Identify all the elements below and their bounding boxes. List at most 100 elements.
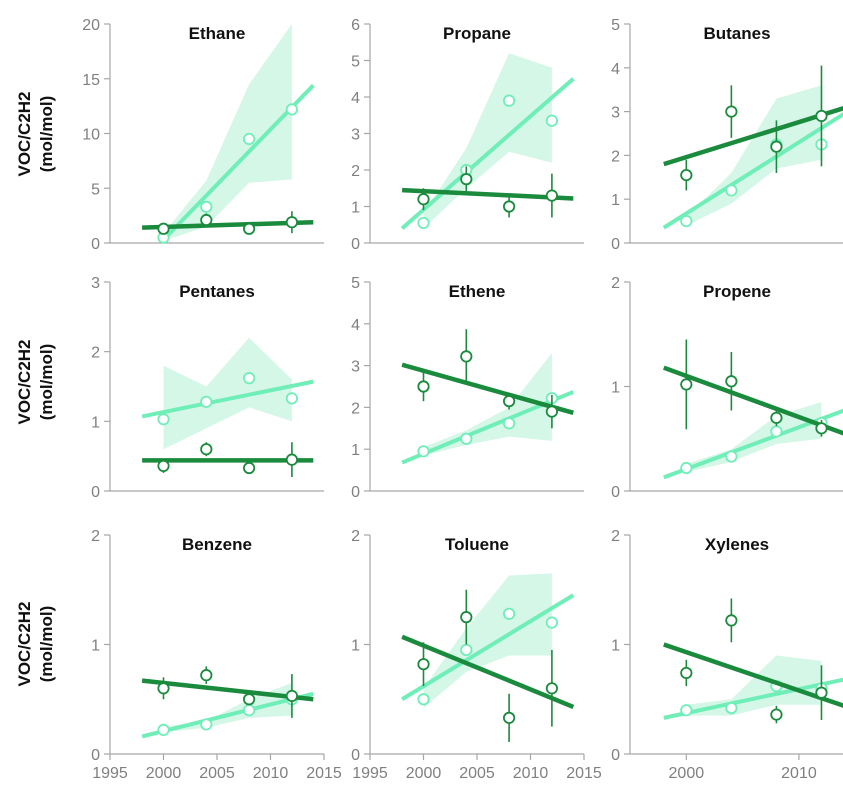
x-tick-label: 2010 [253, 765, 289, 782]
data-point [285, 689, 298, 703]
y-tick-label: 2 [611, 148, 620, 165]
panel-propene: 0 1 2 Propene [611, 275, 843, 501]
panel-title: Ethene [449, 282, 506, 301]
y-tick-label: 10 [82, 127, 100, 144]
panel-title: Xylenes [705, 535, 769, 554]
x-tick-label: 2000 [146, 765, 182, 782]
data-point [815, 109, 828, 123]
data-point [157, 413, 170, 426]
data-point [285, 392, 298, 405]
panel-propane: 0 1 2 3 4 5 6 Propane [351, 17, 584, 253]
x-tick-label: 2015 [306, 765, 342, 782]
trend-line [141, 678, 314, 702]
data-point [243, 132, 256, 146]
y-tick-label: 2 [351, 528, 360, 545]
y-tick-label: 0 [91, 747, 100, 764]
y-tick-label: 1 [351, 638, 360, 655]
data-point [285, 216, 298, 229]
y-tick-label: 4 [611, 61, 620, 78]
trend-line [142, 219, 314, 230]
data-point [502, 94, 516, 107]
trend-line [663, 642, 843, 708]
data-point [815, 686, 828, 699]
uncertainty-band [686, 85, 822, 226]
data-point [200, 718, 213, 731]
x-tick-label: 2005 [459, 765, 495, 782]
trend-line [663, 106, 843, 167]
y-tick-label: 1 [91, 414, 100, 431]
row-label-3-line1: VOC/C2H2 [15, 601, 34, 686]
y-tick-label: 3 [611, 105, 620, 122]
y-tick-label: 0 [351, 484, 360, 501]
data-point [200, 395, 213, 408]
data-point [680, 215, 693, 228]
y-tick-label: 1 [351, 442, 360, 459]
trend-line [401, 362, 574, 416]
y-tick-label: 15 [82, 72, 100, 89]
data-point [725, 184, 738, 197]
series-dark [663, 598, 843, 724]
data-point [545, 682, 559, 695]
panel-title: Benzene [182, 535, 252, 554]
trend-line [401, 187, 574, 201]
data-point [200, 669, 213, 682]
y-tick-label: 5 [91, 181, 100, 198]
data-point [460, 643, 473, 657]
x-tick-label: 1995 [92, 765, 128, 782]
data-point [417, 216, 430, 230]
trend-line [141, 379, 314, 419]
y-tick-label: 6 [351, 17, 360, 34]
data-point [417, 693, 430, 706]
data-point [243, 222, 256, 235]
series-light [663, 655, 843, 720]
y-tick-label: 0 [351, 236, 360, 253]
y-tick-label: 3 [351, 359, 360, 376]
trend-line [141, 691, 314, 739]
data-point [545, 616, 559, 629]
x-tick-label: 2015 [566, 765, 602, 782]
x-tick-label: 2000 [406, 765, 442, 782]
y-tick-label: 4 [351, 90, 360, 107]
y-tick-label: 0 [611, 747, 620, 764]
data-point [285, 453, 298, 466]
series-dark [141, 666, 314, 718]
row-label-2-line2: (mol/mol) [37, 344, 56, 421]
series-light [157, 24, 315, 244]
panel-title: Butanes [703, 24, 770, 43]
y-tick-label: 2 [611, 275, 620, 292]
uncertainty-band [423, 353, 552, 456]
y-tick-label: 4 [351, 317, 360, 334]
data-point [770, 411, 783, 424]
y-tick-label: 1 [611, 192, 620, 209]
data-point [200, 443, 213, 456]
panel-title: Toluene [445, 535, 509, 554]
panel-pentanes: 0 1 2 3 Pentanes [91, 275, 324, 501]
row-labels: VOC/C2H2 (mol/mol) VOC/C2H2 (mol/mol) VO… [15, 91, 56, 686]
uncertainty-band [163, 337, 292, 450]
data-point [770, 140, 783, 153]
data-point [157, 222, 170, 235]
data-point [770, 708, 783, 721]
data-point [502, 200, 516, 213]
data-point [725, 105, 738, 118]
y-tick-label: 2 [611, 528, 620, 545]
series-light [400, 53, 575, 230]
data-point [460, 432, 473, 445]
trend-line [662, 112, 843, 230]
panel-title: Propane [443, 24, 511, 43]
panel-ethene: 0 1 2 3 4 5 Ethene [351, 275, 584, 501]
series-dark [142, 442, 314, 478]
data-point [680, 461, 693, 475]
data-point [417, 380, 430, 393]
data-point [417, 445, 430, 458]
data-point [680, 378, 693, 391]
series-dark [663, 339, 843, 437]
data-point [460, 173, 473, 186]
panel-title: Ethane [189, 24, 246, 43]
x-tick-label: 2010 [781, 765, 817, 782]
data-point [680, 169, 693, 182]
data-point [417, 193, 430, 206]
data-point [200, 200, 213, 213]
y-tick-label: 1 [91, 638, 100, 655]
